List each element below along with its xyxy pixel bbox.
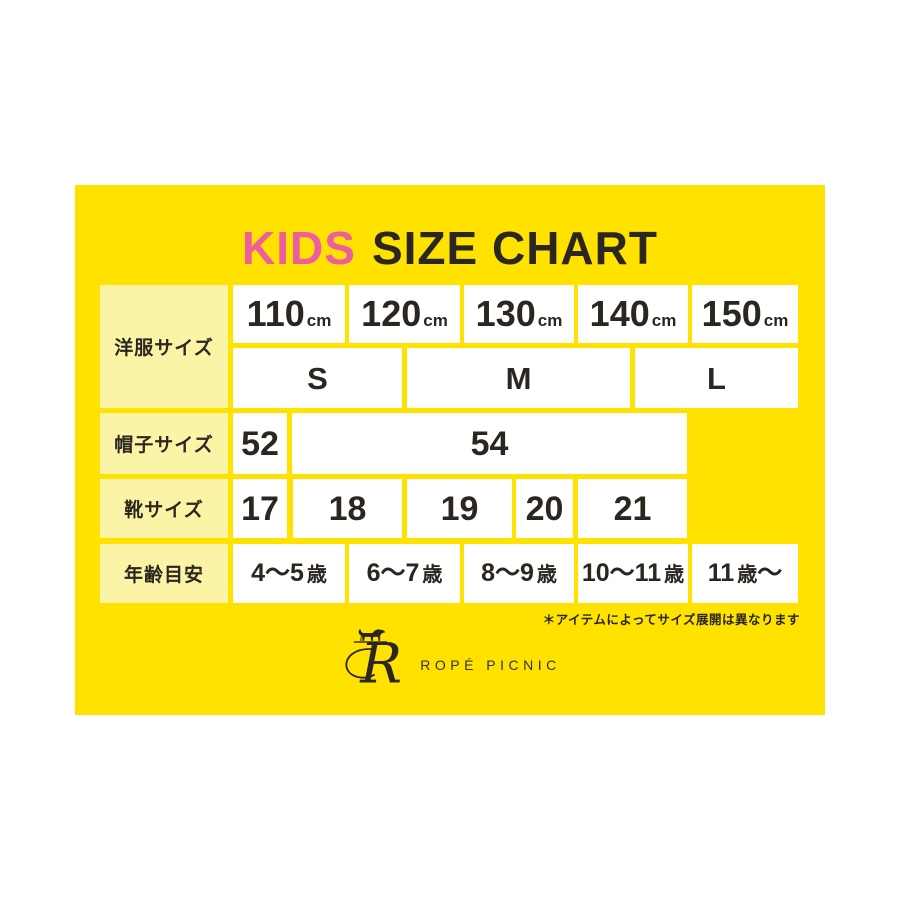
cell-shoe-20: 20 (516, 479, 573, 538)
cell-clothing-140cm: 140 cm (578, 285, 688, 343)
cell-shoe-21: 21 (578, 479, 687, 538)
cm-value: 130 cm (475, 293, 563, 334)
title-rest: SIZE CHART (371, 222, 658, 274)
footnote: ＊アイテムによってサイズ展開は異なります (542, 613, 800, 627)
cell-hat-52: 52 (233, 413, 287, 474)
row-label-shoe-size: 靴サイズ (100, 479, 228, 538)
cell-clothing-110cm: 110 cm (233, 285, 345, 343)
title-kids: KIDS (242, 222, 356, 274)
logo-swash (345, 648, 376, 679)
cell-hat-54: 54 (292, 413, 687, 474)
cell-age-4-5: 4～5 歳 (233, 544, 345, 603)
cm-value: 140 cm (589, 293, 677, 334)
cm-value: 150 cm (701, 293, 789, 334)
logo-monogram: R (345, 629, 402, 697)
row-label-clothing-size: 洋服サイズ (100, 285, 228, 408)
cell-letter-size-l: L (635, 348, 798, 408)
cell-clothing-130cm: 130 cm (464, 285, 574, 343)
rope-picnic-logo: R ROPÉ PICNIC (75, 627, 825, 697)
cell-shoe-18: 18 (293, 479, 402, 538)
age-value: 11 歳～ (707, 559, 783, 587)
cell-clothing-150cm: 150 cm (692, 285, 798, 343)
cell-letter-size-m: M (407, 348, 630, 408)
age-value: 4～5 歳 (251, 559, 327, 587)
logo-r-text: R (359, 632, 402, 697)
cell-letter-size-s: S (233, 348, 402, 408)
cm-value: 110 cm (246, 293, 332, 334)
cell-age-8-9: 8～9 歳 (464, 544, 574, 603)
row-label-age-guide: 年齢目安 (100, 544, 228, 603)
cell-age-6-7: 6～7 歳 (349, 544, 460, 603)
size-chart-card: KIDS SIZE CHART 洋服サイズ 帽子サイズ 靴サイズ 年齢目安 110… (75, 185, 825, 715)
brand-wordmark: ROPÉ PICNIC (420, 657, 561, 673)
age-value: 8～9 歳 (481, 559, 557, 587)
cell-clothing-120cm: 120 cm (349, 285, 460, 343)
cell-shoe-17: 17 (233, 479, 287, 538)
age-value: 6～7 歳 (366, 559, 443, 587)
dog-icon (358, 629, 386, 641)
age-value: 10～11 歳 (581, 559, 685, 587)
cell-age-10-11: 10～11 歳 (578, 544, 688, 603)
logo-top-bar (354, 641, 388, 643)
row-label-hat-size: 帽子サイズ (100, 413, 228, 474)
cell-age-11-plus: 11 歳～ (692, 544, 798, 603)
cm-value: 120 cm (361, 293, 448, 334)
cell-shoe-19: 19 (407, 479, 512, 538)
page-title: KIDS SIZE CHART (75, 221, 825, 275)
